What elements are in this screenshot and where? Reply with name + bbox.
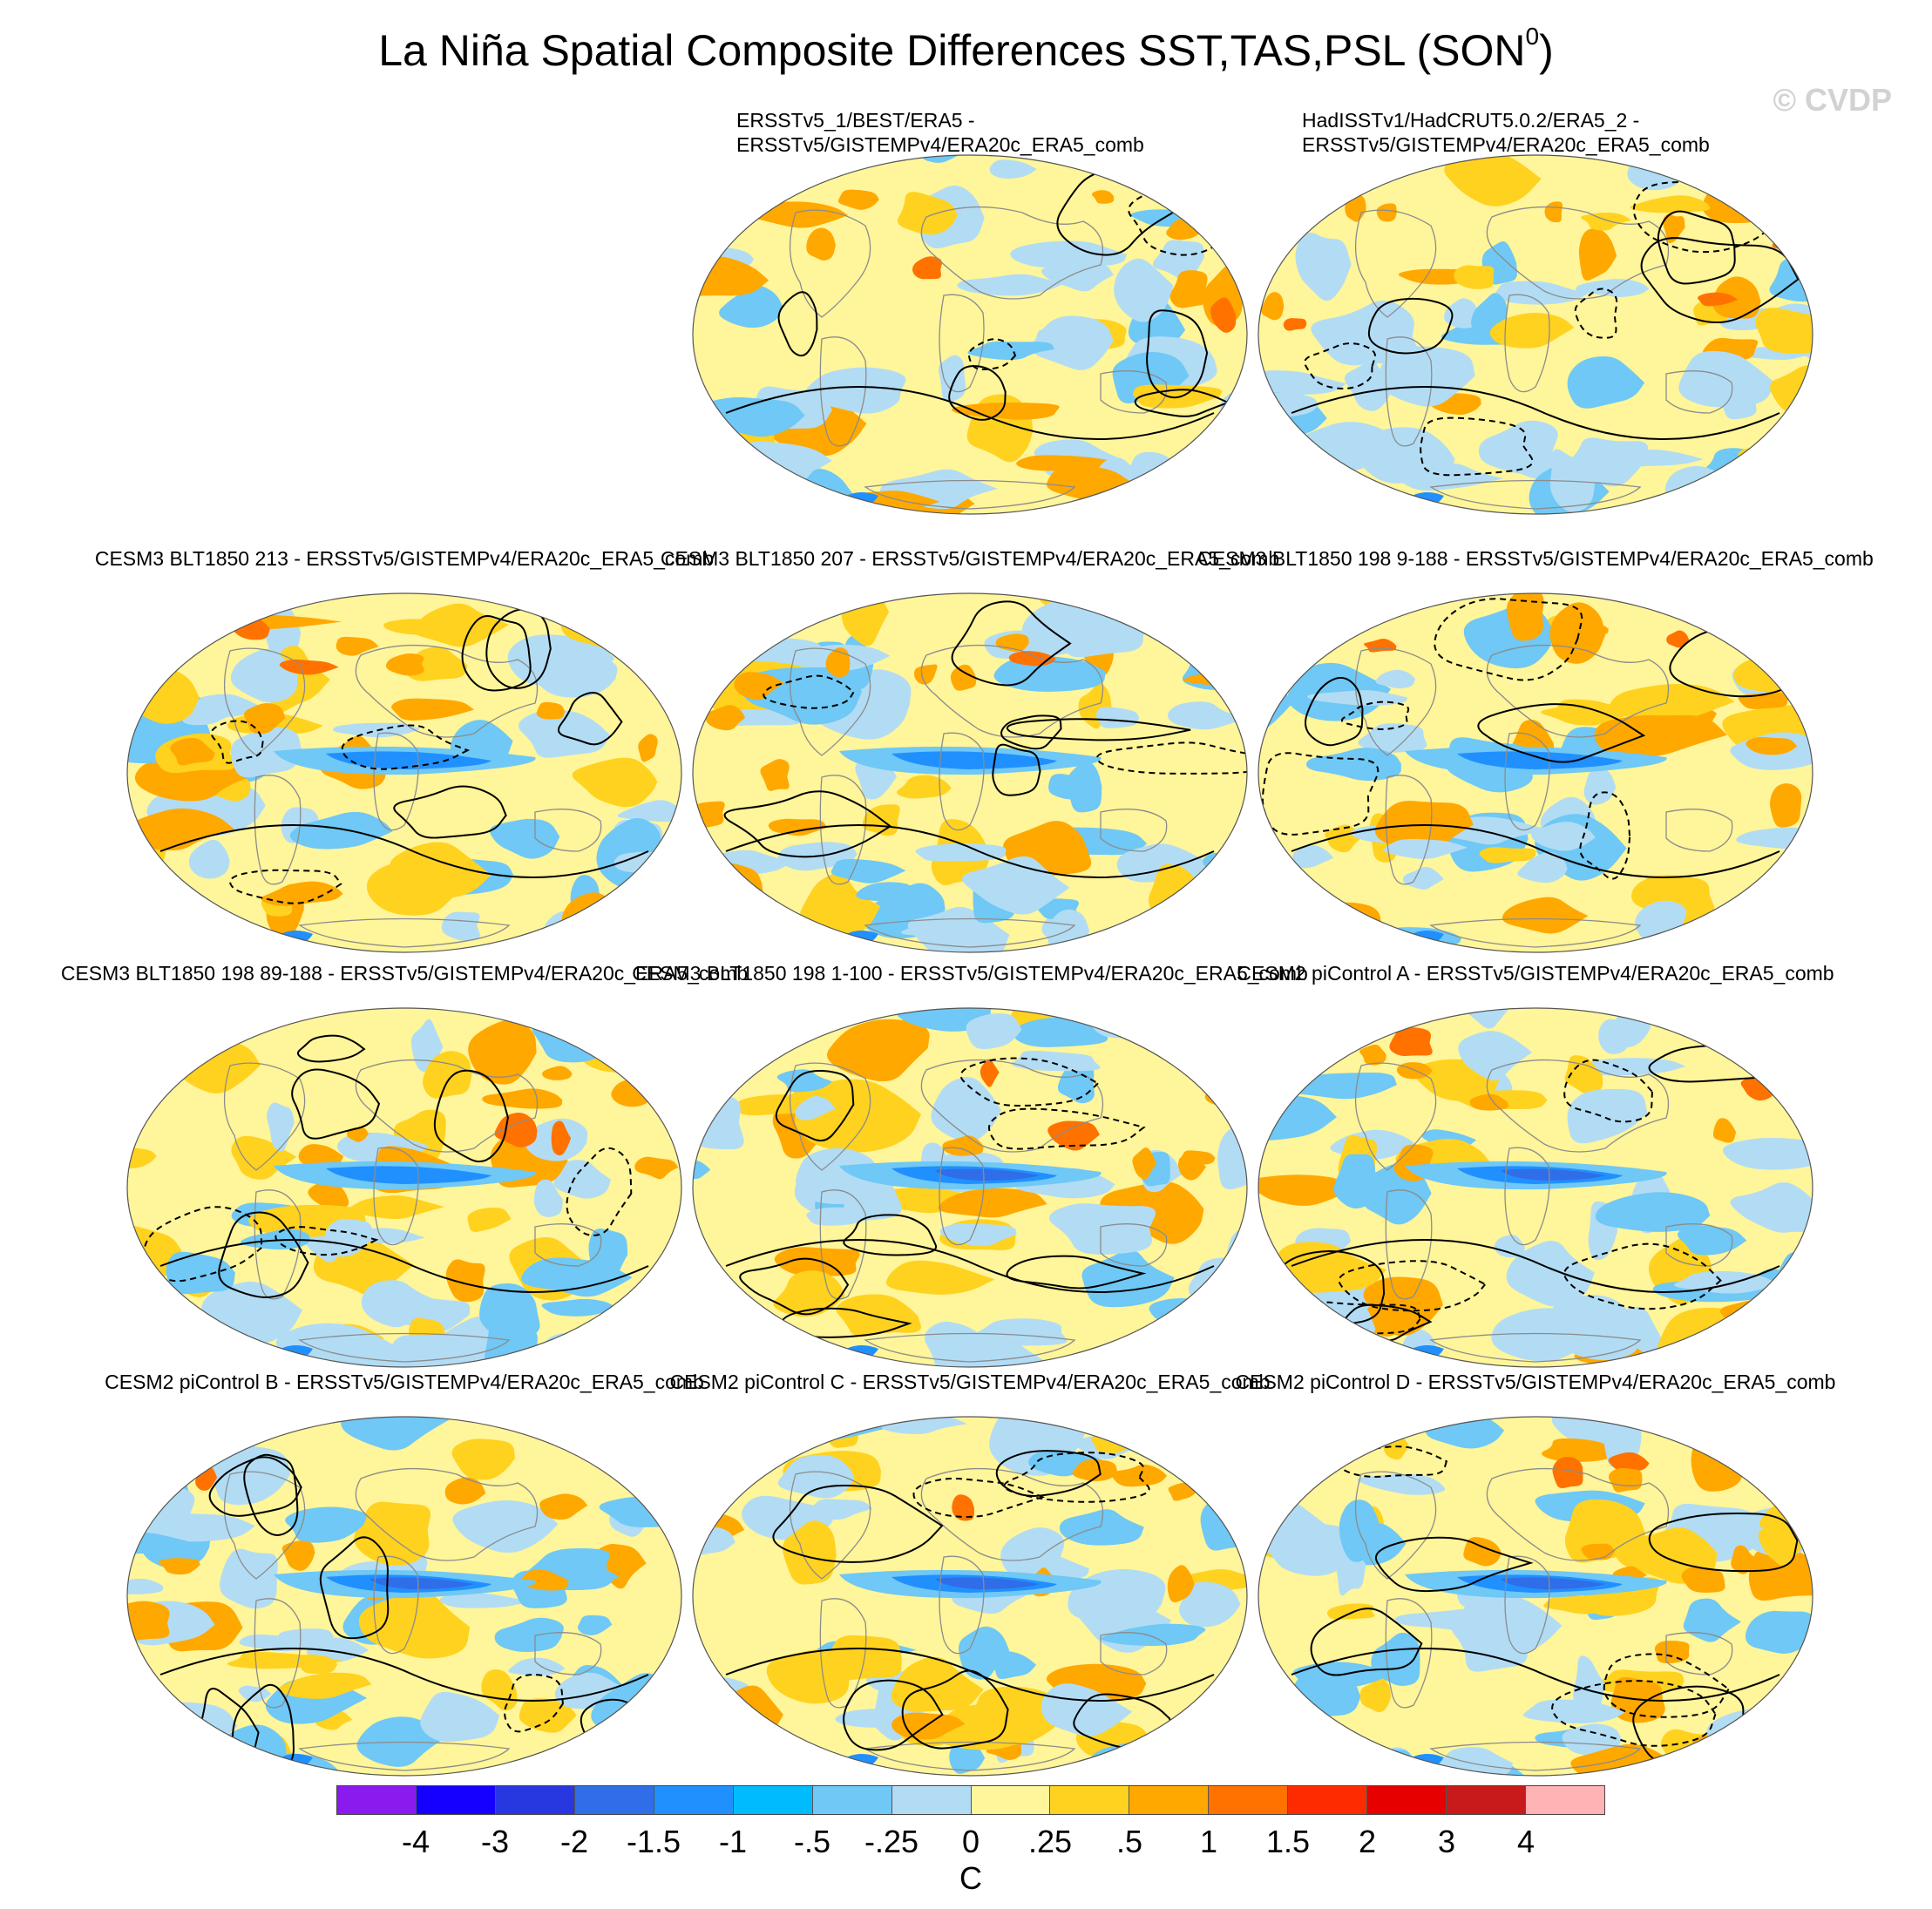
map-panel: CESM2 piControl D - ERSSTv5/GISTEMPv4/ER… <box>1236 1370 1835 1788</box>
colorbar-swatch <box>416 1786 496 1814</box>
colorbar-swatch <box>1526 1786 1604 1814</box>
map-panel: CESM2 piControl C - ERSSTv5/GISTEMPv4/ER… <box>670 1370 1270 1788</box>
colorbar-tick-label: .5 <box>1115 1824 1143 1859</box>
world-map <box>126 1416 682 1777</box>
panel-title: CESM3 BLT1850 198 1-100 - ERSSTv5/GISTEM… <box>632 962 1308 985</box>
colorbar-tick-label: -3 <box>480 1824 510 1859</box>
map-panel: CESM2 piControl B - ERSSTv5/GISTEMPv4/ER… <box>105 1370 704 1788</box>
figure-title-text: La Niña Spatial Composite Differences SS… <box>378 26 1526 75</box>
panel-title-line2: ERSSTv5/GISTEMPv4/ERA20c_ERA5_comb <box>736 133 1144 156</box>
colorbar-tick-label: -.5 <box>793 1824 831 1859</box>
panel-title: CESM3 BLT1850 198 9-188 - ERSSTv5/GISTEM… <box>1197 547 1874 570</box>
colorbar-swatch <box>1447 1786 1527 1814</box>
world-map <box>1257 592 1813 953</box>
colorbar-tick-label: -4 <box>401 1824 430 1859</box>
colorbar-swatch <box>574 1786 654 1814</box>
map-panel: CESM3 BLT1850 207 - ERSSTv5/GISTEMPv4/ER… <box>661 546 1279 965</box>
colorbar-tick-label: 1 <box>1199 1824 1218 1859</box>
colorbar-tick-label: -2 <box>559 1824 589 1859</box>
panel-title-line1: ERSSTv5_1/BEST/ERA5 - <box>736 109 975 132</box>
figure-title-suffix: ) <box>1539 26 1554 75</box>
map-panel: CESM2 piControl A - ERSSTv5/GISTEMPv4/ER… <box>1237 961 1834 1379</box>
colorbar-tick-label: .25 <box>1027 1824 1073 1859</box>
map-panel: CESM3 BLT1850 213 - ERSSTv5/GISTEMPv4/ER… <box>95 546 714 965</box>
colorbar-tick-label: -1.5 <box>626 1824 681 1859</box>
colorbar-swatch <box>654 1786 734 1814</box>
colorbar-tick-label: -1 <box>718 1824 748 1859</box>
world-map <box>126 592 682 953</box>
figure-title-superscript: 0 <box>1525 23 1540 50</box>
world-map <box>126 1007 682 1368</box>
world-map <box>692 592 1248 953</box>
colorbar-tick-label: 4 <box>1516 1824 1535 1859</box>
colorbar-tick-label: 2 <box>1358 1824 1377 1859</box>
map-panel: CESM3 BLT1850 198 1-100 - ERSSTv5/GISTEM… <box>632 961 1308 1379</box>
map-panel: CESM3 BLT1850 198 9-188 - ERSSTv5/GISTEM… <box>1197 546 1874 965</box>
world-map <box>692 154 1248 515</box>
colorbar-tick-label: 0 <box>961 1824 980 1859</box>
colorbar-swatch <box>1367 1786 1447 1814</box>
panel-title: CESM3 BLT1850 198 89-188 - ERSSTv5/GISTE… <box>60 962 749 985</box>
panel-title: HadISSTv1/HadCRUT5.0.2/ERA5_2 - ERSSTv5/… <box>1302 108 1710 157</box>
colorbar-swatch <box>812 1786 892 1814</box>
colorbar-swatch <box>337 1786 417 1814</box>
panel-title: CESM2 piControl A - ERSSTv5/GISTEMPv4/ER… <box>1237 962 1834 985</box>
cvdp-watermark: © CVDP <box>1773 82 1892 118</box>
colorbar-swatch <box>891 1786 972 1814</box>
world-map <box>692 1007 1248 1368</box>
colorbar-swatch <box>495 1786 575 1814</box>
colorbar-swatch <box>1288 1786 1368 1814</box>
panel-title: CESM2 piControl B - ERSSTv5/GISTEMPv4/ER… <box>105 1371 704 1393</box>
world-map <box>1257 1416 1813 1777</box>
colorbar <box>336 1785 1605 1815</box>
map-panel: HadISSTv1/HadCRUT5.0.2/ERA5_2 - ERSSTv5/… <box>1257 108 1814 526</box>
colorbar-swatch <box>733 1786 813 1814</box>
world-map <box>1257 154 1813 515</box>
panel-title: CESM2 piControl D - ERSSTv5/GISTEMPv4/ER… <box>1235 1371 1836 1393</box>
colorbar-tick-label: 3 <box>1437 1824 1456 1859</box>
colorbar-tick-label: -.25 <box>864 1824 919 1859</box>
map-panel: ERSSTv5_1/BEST/ERA5 - ERSSTv5/GISTEMPv4/… <box>691 108 1249 526</box>
colorbar-tick-label: 1.5 <box>1265 1824 1311 1859</box>
panel-title: CESM3 BLT1850 213 - ERSSTv5/GISTEMPv4/ER… <box>94 547 715 570</box>
panel-title-line1: HadISSTv1/HadCRUT5.0.2/ERA5_2 - <box>1302 109 1640 132</box>
world-map <box>692 1416 1248 1777</box>
figure-title: La Niña Spatial Composite Differences SS… <box>0 24 1932 77</box>
map-panel: CESM3 BLT1850 198 89-188 - ERSSTv5/GISTE… <box>61 961 748 1379</box>
colorbar-swatch <box>1209 1786 1289 1814</box>
panel-title: CESM3 BLT1850 207 - ERSSTv5/GISTEMPv4/ER… <box>660 547 1280 570</box>
panel-title: CESM2 piControl C - ERSSTv5/GISTEMPv4/ER… <box>669 1371 1271 1393</box>
colorbar-swatch <box>1050 1786 1130 1814</box>
colorbar-units: C <box>959 1860 982 1896</box>
world-map <box>1257 1007 1813 1368</box>
panel-title-line2: ERSSTv5/GISTEMPv4/ERA20c_ERA5_comb <box>1302 133 1710 156</box>
colorbar-swatch <box>971 1786 1051 1814</box>
panel-title: ERSSTv5_1/BEST/ERA5 - ERSSTv5/GISTEMPv4/… <box>736 108 1144 157</box>
colorbar-swatch <box>1129 1786 1210 1814</box>
